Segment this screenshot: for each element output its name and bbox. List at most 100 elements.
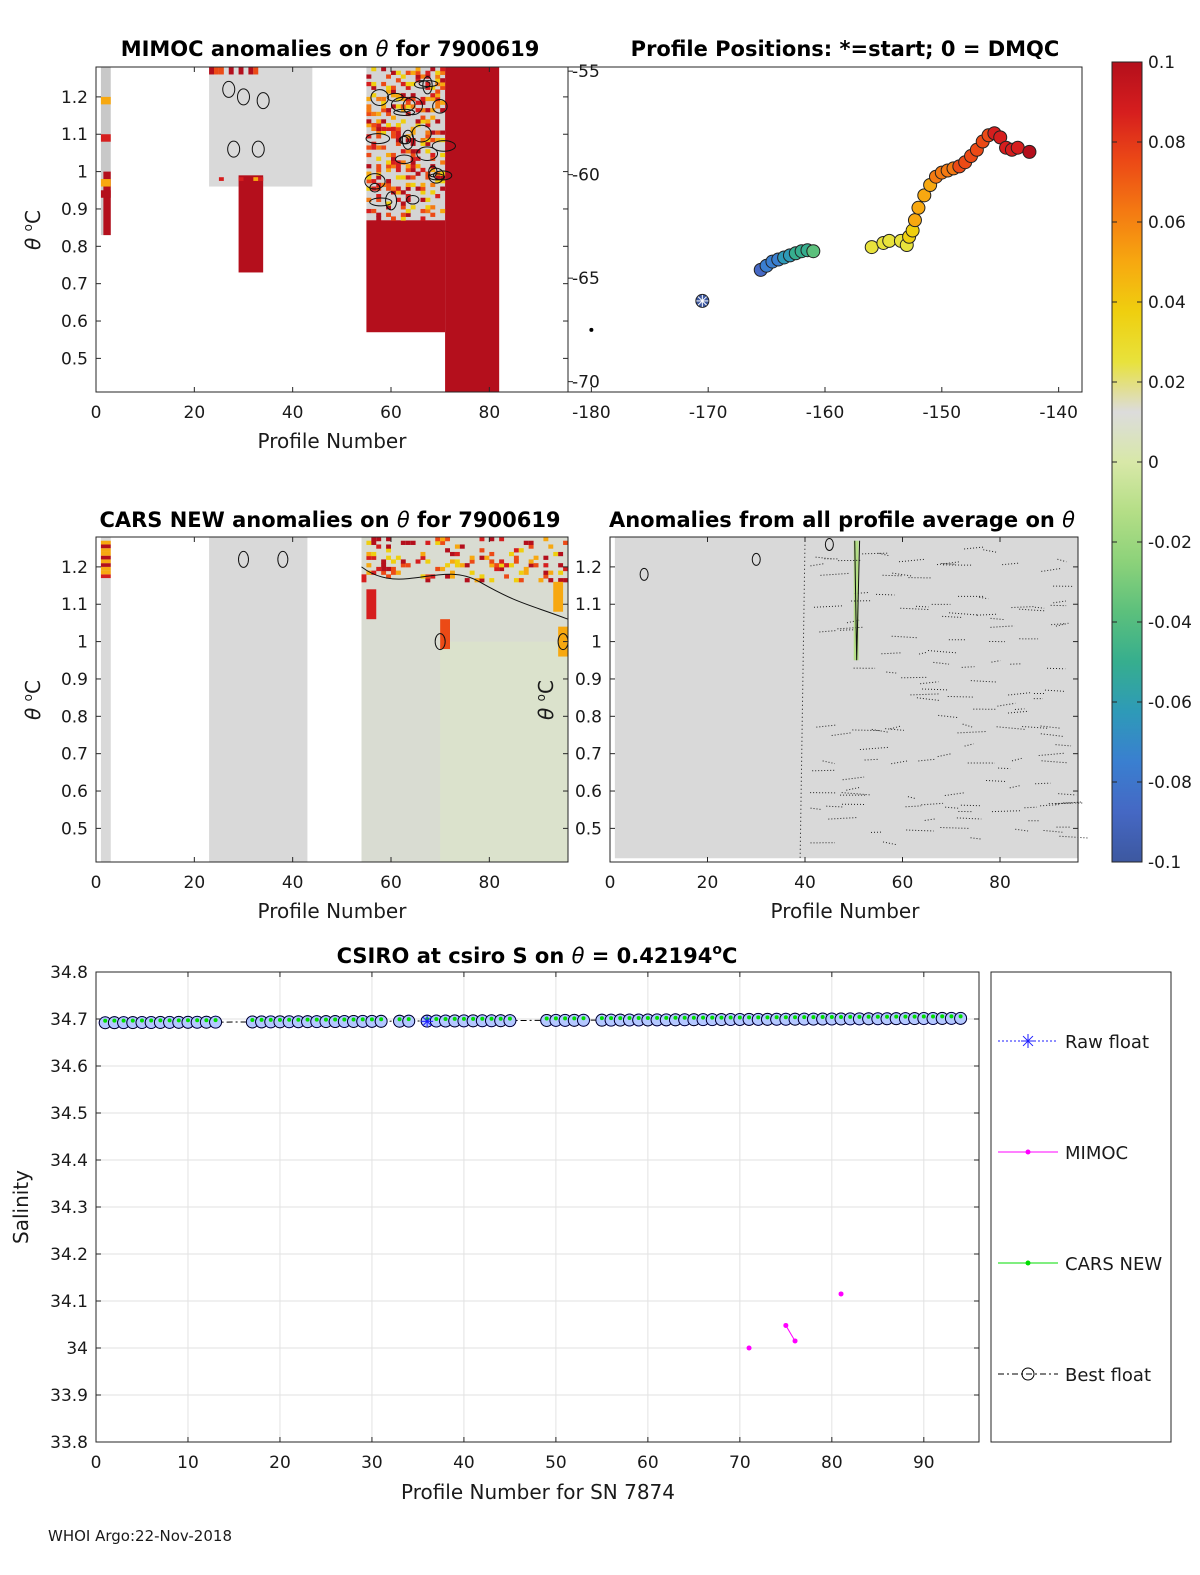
contour-dotted bbox=[920, 681, 939, 685]
colorbar-tick-label: -0.08 bbox=[1148, 773, 1192, 793]
anomaly-cell bbox=[395, 96, 401, 102]
anomaly-cell bbox=[405, 164, 411, 169]
anomaly-cell bbox=[100, 566, 111, 571]
cars-new-marker bbox=[903, 1014, 908, 1019]
contour-dotted bbox=[961, 666, 975, 668]
anomaly-cell bbox=[386, 160, 391, 165]
contour-dotted bbox=[938, 714, 958, 719]
anomaly-cell bbox=[420, 141, 426, 146]
anomaly-cell bbox=[440, 179, 446, 184]
contour-loop bbox=[385, 191, 398, 211]
anomaly-cell bbox=[381, 563, 387, 568]
contour-dotted bbox=[1008, 692, 1031, 696]
anomaly-cell bbox=[410, 205, 416, 210]
anomaly-cell bbox=[366, 96, 372, 102]
anomaly-cell bbox=[400, 540, 406, 545]
anomaly-cell bbox=[410, 70, 416, 75]
anomaly-cell bbox=[405, 100, 411, 105]
contour-dotted bbox=[1055, 801, 1081, 805]
contour-dotted bbox=[1015, 828, 1029, 832]
anomaly-cell bbox=[509, 551, 514, 557]
anomaly-cell bbox=[381, 566, 387, 572]
anomaly-cell bbox=[381, 108, 387, 113]
anomaly-cell bbox=[391, 130, 396, 135]
anomaly-cell bbox=[420, 186, 426, 191]
anomaly-cell bbox=[425, 540, 431, 545]
cars-new-marker bbox=[130, 1018, 135, 1023]
anomaly-cell bbox=[366, 540, 372, 545]
colorbar-tick-label: 0 bbox=[1148, 453, 1159, 473]
anomaly-cell bbox=[489, 559, 495, 564]
cars-new-marker bbox=[333, 1017, 338, 1022]
cars-new-marker bbox=[894, 1014, 899, 1019]
anomaly-cell bbox=[425, 149, 431, 154]
anomaly-cell bbox=[420, 137, 426, 143]
anomaly-cell bbox=[376, 156, 382, 161]
cars-new-marker bbox=[931, 1014, 936, 1019]
anomaly-cell bbox=[528, 544, 534, 549]
anomaly-cell bbox=[371, 67, 377, 72]
anomaly-cell bbox=[425, 578, 431, 583]
anomaly-cell bbox=[386, 201, 391, 206]
anomaly-cell bbox=[100, 96, 111, 105]
contour-dotted bbox=[842, 776, 865, 781]
anomaly-cell bbox=[440, 540, 446, 545]
contour-dotted bbox=[812, 769, 836, 772]
anomaly-cell bbox=[100, 563, 111, 567]
contour-loop bbox=[237, 88, 250, 106]
anomaly-cell bbox=[425, 81, 431, 87]
anomaly-cell bbox=[494, 566, 500, 572]
anomaly-cell bbox=[376, 119, 382, 124]
y-tick-label: 1.2 bbox=[61, 88, 88, 108]
anomaly-cell bbox=[425, 175, 431, 180]
anomaly-cell bbox=[391, 186, 396, 191]
contour-loop bbox=[277, 550, 289, 568]
y-tick-label: 0.7 bbox=[61, 745, 88, 765]
anomaly-cell bbox=[415, 100, 421, 105]
anomaly-cell bbox=[366, 551, 372, 557]
contour-dotted bbox=[831, 732, 853, 737]
anomaly-cell bbox=[405, 194, 411, 199]
anomaly-cell bbox=[499, 563, 505, 568]
y-tick-label: 1.2 bbox=[575, 558, 602, 578]
cars-new-marker bbox=[369, 1017, 374, 1022]
anomaly-cell bbox=[376, 123, 382, 128]
anomaly-cell bbox=[366, 197, 372, 202]
anomaly-cell bbox=[450, 551, 455, 557]
anomaly-cell bbox=[391, 115, 396, 120]
anomaly-cell bbox=[415, 186, 421, 191]
contour-loop bbox=[432, 99, 448, 114]
anomaly-cell bbox=[435, 74, 441, 79]
anomaly-cell bbox=[484, 555, 490, 560]
anomaly-cell bbox=[405, 81, 411, 87]
legend: Raw float MIMOC CARS NEW Best float bbox=[990, 971, 1172, 1443]
anomaly-cell bbox=[543, 570, 549, 575]
x-tick-label: 80 bbox=[479, 403, 501, 423]
cars-new-marker bbox=[737, 1015, 742, 1020]
heatmap-cell bbox=[238, 175, 264, 273]
anomaly-cell bbox=[553, 551, 559, 557]
anomaly-cell bbox=[400, 81, 406, 87]
contour-dotted bbox=[878, 552, 891, 557]
anomaly-cell bbox=[395, 130, 401, 135]
anomaly-cell bbox=[386, 212, 391, 217]
cars-new-marker bbox=[848, 1014, 853, 1019]
y-tick-label: 1.1 bbox=[61, 595, 88, 615]
contour-dotted bbox=[1047, 667, 1066, 670]
cars-new-marker bbox=[149, 1018, 154, 1023]
anomaly-cell bbox=[366, 134, 372, 139]
contour-dotted bbox=[1024, 806, 1037, 809]
anomaly-cell bbox=[435, 70, 441, 75]
anomaly-cell bbox=[366, 179, 372, 184]
anomaly-cell bbox=[395, 175, 401, 180]
position-marker bbox=[1022, 144, 1037, 159]
legend-star-stroke bbox=[1022, 1035, 1034, 1047]
anomaly-cell bbox=[391, 70, 396, 75]
anomaly-cell bbox=[395, 78, 401, 83]
anomaly-cell bbox=[415, 171, 421, 176]
anomaly-cell bbox=[420, 119, 426, 124]
x-tick-label: 80 bbox=[821, 1453, 843, 1473]
cars-new-marker bbox=[351, 1017, 356, 1022]
anomaly-cell bbox=[425, 171, 431, 176]
